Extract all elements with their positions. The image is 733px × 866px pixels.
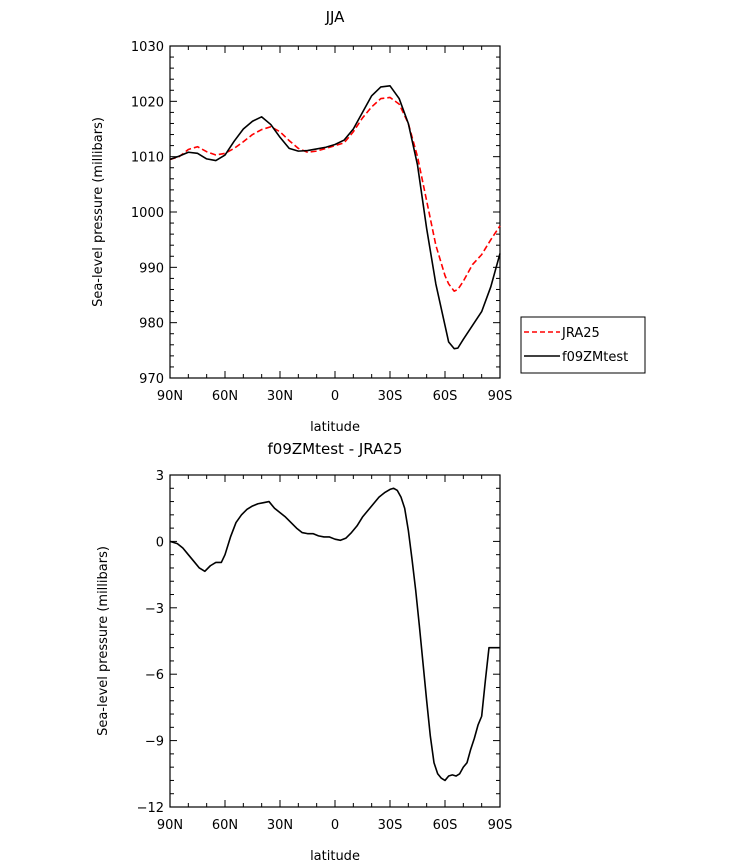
- y-tick-label: −9: [145, 735, 164, 750]
- legend-label-f09zmtest: f09ZMtest: [562, 350, 628, 365]
- panel-bottom-difference: f09ZMtest - JRA25 90N 60N 30N 0 30S 60S 90S −12…: [96, 440, 512, 864]
- y-tick-label: 1030: [131, 40, 164, 55]
- x-tick-label: 30N: [267, 818, 293, 833]
- axis-ticks: 90N 60N 30N 0 30S 60S 90S 970 980 990 1000 1010 1020…: [131, 40, 512, 404]
- series-line-jra25: [169, 96, 501, 292]
- plot-frame: [169, 45, 501, 379]
- axis-ticks: 90N 60N 30N 0 30S 60S 90S −12 −9 −6 −3 0 3: [137, 469, 513, 833]
- chart-title: f09ZMtest - JRA25: [268, 440, 403, 458]
- plot-frame: [169, 474, 501, 808]
- y-tick-label: 0: [156, 535, 164, 550]
- series-line-f09zmtest: [169, 85, 501, 350]
- y-tick-label: 970: [139, 372, 164, 387]
- series-group: [169, 85, 501, 350]
- series-group: [169, 487, 500, 782]
- x-tick-label: 90N: [157, 389, 183, 404]
- legend: JRA25 f09ZMtest: [520, 316, 646, 374]
- y-tick-label: −6: [145, 668, 164, 683]
- y-axis-label: Sea-level pressure (millibars): [91, 117, 106, 307]
- y-tick-label: 3: [156, 469, 164, 484]
- x-tick-label: 60N: [212, 818, 238, 833]
- y-tick-label: −12: [137, 801, 164, 816]
- x-tick-label: 60S: [433, 818, 458, 833]
- x-tick-label: 90S: [488, 389, 513, 404]
- y-tick-label: 980: [139, 317, 164, 332]
- x-tick-label: 90N: [157, 818, 183, 833]
- x-tick-label: 60S: [433, 389, 458, 404]
- x-axis-label: latitude: [310, 849, 360, 864]
- x-tick-label: 30S: [378, 818, 403, 833]
- x-tick-label: 60N: [212, 389, 238, 404]
- x-tick-label: 0: [331, 818, 339, 833]
- legend-box: [520, 316, 646, 374]
- series-line-difference: [169, 487, 500, 782]
- x-axis-label: latitude: [310, 420, 360, 435]
- y-tick-label: −3: [145, 602, 164, 617]
- y-tick-label: 1010: [131, 151, 164, 166]
- y-axis-label: Sea-level pressure (millibars): [96, 546, 111, 736]
- x-tick-label: 0: [331, 389, 339, 404]
- legend-label-jra25: JRA25: [561, 326, 600, 341]
- x-tick-label: 30S: [378, 389, 403, 404]
- y-tick-label: 1000: [131, 206, 164, 221]
- chart-title: JJA: [325, 8, 346, 26]
- y-tick-label: 990: [139, 261, 164, 276]
- y-tick-label: 1020: [131, 95, 164, 110]
- x-tick-label: 90S: [488, 818, 513, 833]
- x-tick-label: 30N: [267, 389, 293, 404]
- panel-top-jja: JJA 90N 60N 30N 0 30S 60S 90S 970 980 990 1000 1010…: [91, 8, 646, 435]
